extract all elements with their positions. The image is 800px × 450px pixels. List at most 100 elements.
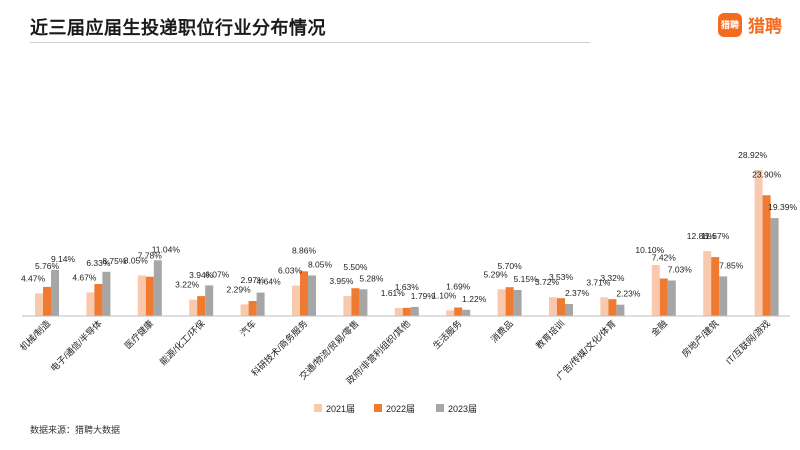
bar-2023届-5 <box>256 292 265 316</box>
value-label: 4.47% <box>21 273 46 283</box>
legend-label: 2021届 <box>326 404 355 414</box>
value-label: 3.53% <box>549 272 574 282</box>
value-label: 7.42% <box>652 253 677 263</box>
value-labels-layer: 4.47% 5.76%9.14% 4.67% 6.33%8.75%8.05%7.78%… <box>21 150 798 304</box>
bar-2022届-15 <box>762 195 771 316</box>
value-label: 8.05% <box>124 255 149 265</box>
value-label: 1.22% <box>462 294 487 304</box>
value-label: 2.97% <box>241 275 266 285</box>
bar-2022届-6 <box>300 271 308 316</box>
brand-logo-icon: 猎聘 <box>718 12 742 37</box>
value-label: 11.67% <box>701 231 730 241</box>
value-label: 3.71% <box>586 277 611 287</box>
bar-2023届-8 <box>410 307 419 316</box>
bar-2021届-15 <box>754 170 763 316</box>
category-label: 教育培训 <box>533 318 566 351</box>
value-label: 3.32% <box>600 273 625 283</box>
value-label: 8.86% <box>292 245 317 255</box>
category-label: 金融 <box>649 318 670 339</box>
bar-2021届-13 <box>651 265 660 316</box>
bar-2022届-12 <box>608 299 617 316</box>
bar-2023届-1 <box>51 269 59 316</box>
bar-2021届-1 <box>35 293 43 316</box>
bar-2023届-9 <box>462 309 471 316</box>
legend-swatch <box>436 404 444 412</box>
bar-2023届-15 <box>770 218 779 316</box>
value-label: 10.10% <box>635 245 664 255</box>
value-label: 2.29% <box>227 284 252 294</box>
legend: 2021届 2022届 2023届 <box>314 404 477 414</box>
value-label: 3.72% <box>535 277 560 287</box>
value-label: 4.64% <box>257 277 282 287</box>
value-label: 7.03% <box>668 265 693 275</box>
category-label: 生活服务 <box>430 318 463 351</box>
brand: 猎聘 猎聘 <box>718 12 782 37</box>
value-label: 1.79% <box>411 291 436 301</box>
value-label: 8.75% <box>102 256 127 266</box>
value-label: 5.76% <box>35 261 60 271</box>
bar-2022届-5 <box>248 301 257 316</box>
source-note: 数据来源：猎聘大数据 <box>30 425 121 435</box>
category-label: 电子/通信/半导体 <box>48 318 104 374</box>
bar-2021届-14 <box>703 251 712 316</box>
value-label: 3.94% <box>189 270 214 280</box>
value-label: 5.28% <box>359 273 384 283</box>
legend-swatch <box>374 404 382 412</box>
value-label: 3.22% <box>175 280 200 290</box>
bar-2021届-9 <box>446 310 455 316</box>
bar-2023届-11 <box>565 304 573 316</box>
category-label: 机械/制造 <box>17 318 52 353</box>
bars-layer <box>35 170 779 316</box>
brand-name: 猎聘 <box>748 17 782 36</box>
bar-2022届-11 <box>557 298 565 316</box>
value-label: 1.61% <box>381 288 406 298</box>
value-label: 9.14% <box>51 254 76 264</box>
bar-2023届-3 <box>153 260 162 316</box>
page-title: 近三届应届生投递职位行业分布情况 <box>30 18 326 38</box>
value-label: 6.03% <box>278 266 303 276</box>
bar-2023届-12 <box>616 304 625 316</box>
bar-2022届-2 <box>94 284 103 316</box>
bar-2021届-6 <box>292 285 300 316</box>
value-label: 5.50% <box>343 262 368 272</box>
value-label: 1.10% <box>432 290 457 300</box>
bar-2022届-13 <box>659 278 668 316</box>
bar-2023届-14 <box>719 276 728 316</box>
value-label: 3.95% <box>329 276 354 286</box>
bar-2022届-3 <box>145 276 154 316</box>
value-label: 2.23% <box>616 289 641 299</box>
category-label: 消费品 <box>488 318 515 345</box>
bar-2022届-1 <box>43 286 51 316</box>
bar-2021届-11 <box>549 297 557 316</box>
category-label: IT/互联网/游戏 <box>723 318 772 367</box>
title-divider <box>30 42 590 43</box>
legend-label: 2023届 <box>448 404 477 414</box>
bar-2023届-4 <box>205 285 214 316</box>
value-label: 23.90% <box>752 169 781 179</box>
bar-2022届-7 <box>351 288 360 316</box>
category-label: 医疗健康 <box>122 318 155 351</box>
value-label: 7.78% <box>138 251 163 261</box>
title-bar: 近三届应届生投递职位行业分布情况 <box>30 14 326 40</box>
category-label: 房地产/建筑 <box>679 318 720 359</box>
bar-2021届-8 <box>394 307 403 316</box>
value-label: 6.33% <box>86 258 111 268</box>
bar-2021届-5 <box>240 304 249 316</box>
value-label: 4.67% <box>72 272 97 282</box>
value-label: 5.70% <box>498 261 523 271</box>
value-label: 28.92% <box>738 150 767 160</box>
value-label: 1.63% <box>395 282 420 292</box>
bar-2022届-14 <box>711 257 720 316</box>
bar-2023届-7 <box>359 289 368 316</box>
value-label: 6.07% <box>205 269 230 279</box>
value-label: 5.15% <box>514 274 539 284</box>
bar-2022届-9 <box>454 307 463 316</box>
value-label: 7.85% <box>719 260 744 270</box>
legend-swatch <box>314 404 322 412</box>
bar-2022届-8 <box>402 307 411 316</box>
bar-2022届-4 <box>197 296 206 316</box>
bar-2021届-3 <box>137 275 146 316</box>
value-label: 2.37% <box>565 288 590 298</box>
value-label: 19.39% <box>768 202 797 212</box>
